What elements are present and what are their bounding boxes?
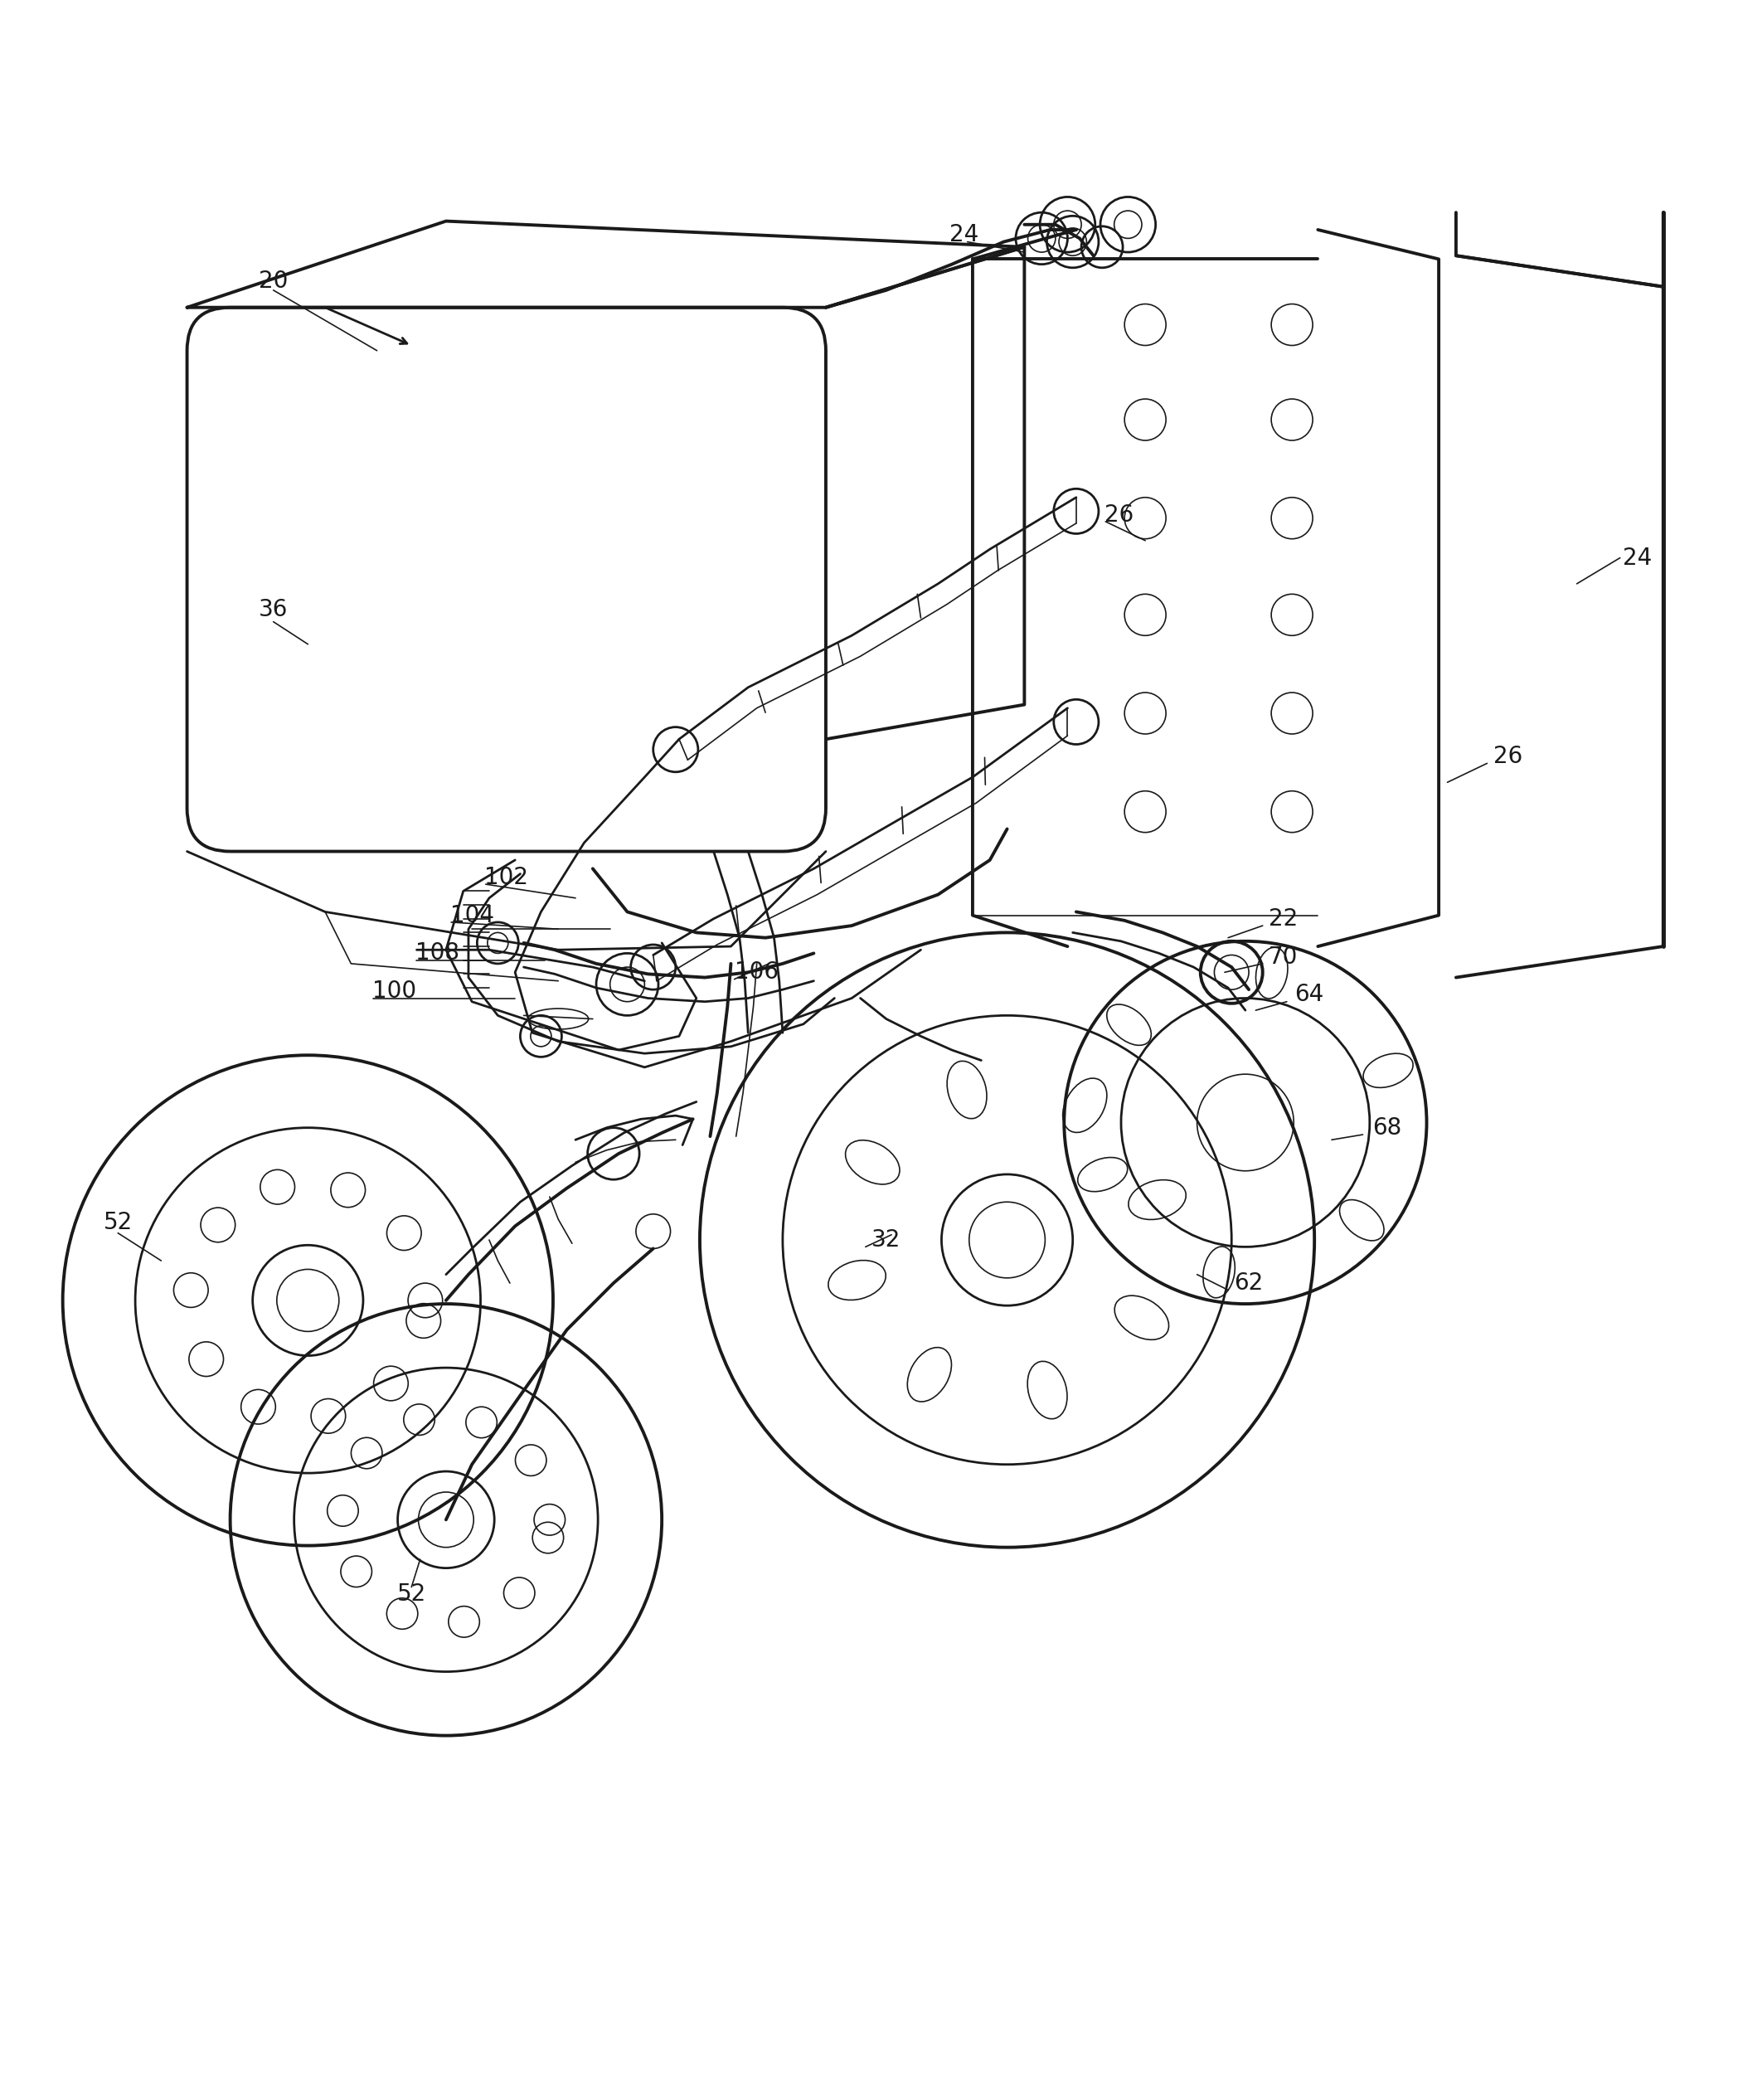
Text: 68: 68 [1373, 1115, 1401, 1140]
Text: 36: 36 [259, 598, 289, 622]
Text: 70: 70 [1269, 945, 1298, 968]
Text: 102: 102 [485, 865, 528, 888]
Text: 24: 24 [1623, 546, 1651, 569]
Text: 52: 52 [103, 1212, 132, 1235]
Text: 108: 108 [415, 941, 459, 964]
Text: 62: 62 [1234, 1270, 1264, 1296]
Text: 22: 22 [1269, 907, 1298, 930]
Text: 106: 106 [735, 960, 779, 985]
Text: 104: 104 [450, 903, 494, 926]
Text: 64: 64 [1295, 983, 1324, 1006]
Text: 24: 24 [949, 223, 978, 246]
Text: 26: 26 [1493, 745, 1522, 769]
Text: 26: 26 [1105, 504, 1133, 527]
Text: 20: 20 [259, 271, 289, 294]
Text: 32: 32 [871, 1228, 900, 1252]
Text: 52: 52 [396, 1583, 426, 1606]
Text: 100: 100 [372, 981, 415, 1004]
